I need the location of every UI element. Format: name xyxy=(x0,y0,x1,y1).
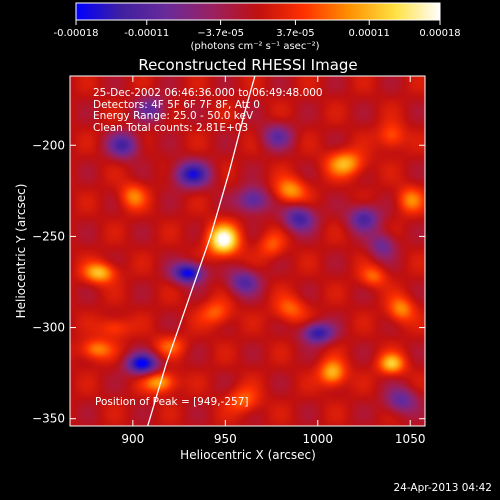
colorbar-frame xyxy=(75,2,441,21)
annotation-time-range: 25-Dec-2002 06:46:36.000 to 06:49:48.000 xyxy=(93,87,323,99)
footer-timestamp: 24-Apr-2013 04:42 xyxy=(393,482,492,494)
y-tick-label: −250 xyxy=(32,229,65,243)
x-tick-label: 950 xyxy=(214,432,237,446)
chart-title: Reconstructed RHESSI Image xyxy=(138,56,357,74)
colorbar-tick-label: 0.00018 xyxy=(419,28,460,39)
colorbar-ticks: -0.00018 -0.00011 −3.7e-05 3.7e-05 0.00011 0.… xyxy=(54,20,461,39)
y-tick-label: −300 xyxy=(32,321,65,335)
y-axis-ticks: −200 −250 −300 −350 xyxy=(32,138,425,426)
plot-frame xyxy=(69,75,426,427)
colorbar xyxy=(76,3,440,20)
colorbar-tick-label: 0.00011 xyxy=(349,28,390,39)
plot-area xyxy=(70,76,425,426)
colorbar-tick-label: -0.00011 xyxy=(124,28,169,39)
x-tick-label: 900 xyxy=(121,432,144,446)
annotation-energy-range: Energy Range: 25.0 - 50.0 keV xyxy=(93,110,254,122)
colorbar-tick-label: 3.7e-05 xyxy=(276,28,314,39)
x-tick-label: 1000 xyxy=(302,432,333,446)
heatmap-image xyxy=(70,76,425,426)
x-axis-label: Heliocentric X (arcsec) xyxy=(180,448,316,462)
y-tick-label: −350 xyxy=(32,412,65,426)
x-axis-ticks: 900 950 1000 1050 xyxy=(121,76,425,446)
colorbar-tick-label: −3.7e-05 xyxy=(197,28,244,39)
colorbar-tick-label: -0.00018 xyxy=(54,28,99,39)
x-tick-label: 1050 xyxy=(395,432,426,446)
annotation-clean-counts: Clean Total counts: 2.81E+03 xyxy=(93,121,249,134)
colorbar-unit-label: (photons cm⁻² s⁻¹ asec⁻²) xyxy=(190,41,319,52)
solar-limb-curve xyxy=(147,76,256,426)
annotation-detectors: Detectors: 4F 5F 6F 7F 8F, Att 0 xyxy=(93,98,260,111)
observation-annotations: 25-Dec-2002 06:46:36.000 to 06:49:48.000… xyxy=(93,87,323,134)
y-axis-label: Heliocentric Y (arcsec) xyxy=(14,184,28,319)
peak-position-label: Position of Peak = [949,-257] xyxy=(95,396,249,408)
y-tick-label: −200 xyxy=(32,138,65,152)
